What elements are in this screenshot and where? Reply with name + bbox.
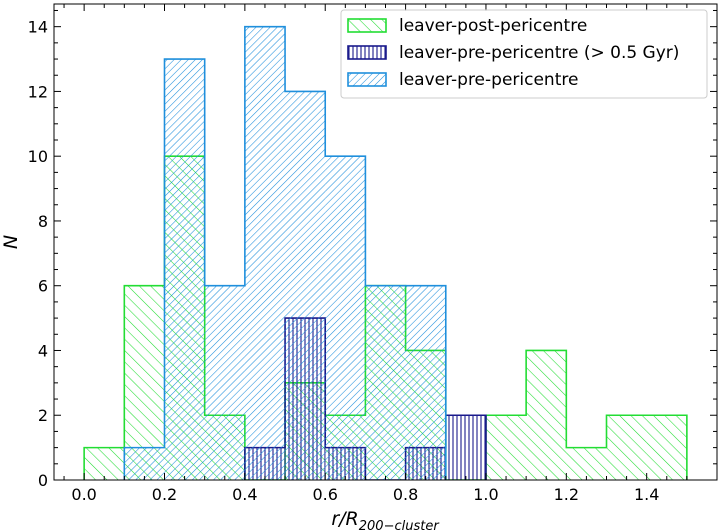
legend-swatch-1 [347, 45, 387, 60]
y-axis: 0 2 4 6 8 10 12 14 [28, 9, 717, 490]
x-axis-label-subscript: 200−cluster [359, 519, 441, 530]
y-tick-label: 8 [38, 212, 48, 231]
legend-label-0: leaver-post-pericentre [399, 16, 587, 36]
bar-series-0-bin-13 [606, 415, 647, 480]
y-tick-label: 12 [28, 82, 48, 101]
x-tick-label: 1.4 [634, 485, 659, 504]
legend-swatch-0 [347, 18, 387, 33]
outline-series-2 [123, 25, 447, 480]
x-tick-label: 1.0 [473, 485, 498, 504]
legend-label-1: leaver-pre-pericentre (> 0.5 Gyr) [399, 43, 679, 63]
y-axis-label: N [0, 235, 22, 249]
bar-series-2-bin-1 [124, 447, 165, 480]
bar-series-2-bin-6 [325, 156, 366, 480]
legend-label-2: leaver-pre-pericentre [399, 70, 578, 90]
x-axis-label-main: r/R [331, 508, 358, 530]
bar-series-0-bin-12 [566, 447, 607, 480]
series-2 [123, 25, 447, 480]
x-tick-label: 1.2 [554, 485, 579, 504]
bar-series-0-bin-0 [84, 447, 125, 480]
bar-series-0-bin-11 [526, 350, 567, 480]
x-tick-label: 0.0 [71, 485, 96, 504]
bar-series-2-bin-2 [164, 59, 205, 480]
bar-series-2-bin-5 [285, 91, 326, 480]
y-tick-label: 14 [28, 18, 48, 37]
legend-swatch-2 [347, 72, 387, 87]
bar-series-2-bin-8 [405, 285, 446, 480]
y-tick-label: 2 [38, 406, 48, 425]
bar-series-2-bin-3 [204, 285, 245, 480]
x-axis: 0.0 0.2 0.4 0.6 0.8 1.0 1.2 1.4 [63, 4, 688, 504]
y-tick-label: 0 [38, 471, 48, 490]
x-tick-label: 0.6 [313, 485, 338, 504]
bar-series-0-bin-10 [485, 415, 527, 480]
y-tick-label: 10 [28, 147, 48, 166]
bar-series-2-bin-4 [244, 26, 286, 480]
bar-series-2-bin-7 [365, 285, 406, 480]
bars-layer [83, 25, 688, 480]
legend: leaver-post-pericentre leaver-pre-pericen… [340, 9, 708, 99]
bar-series-0-bin-14 [646, 415, 687, 480]
x-axis-label: r/R200−cluster [331, 508, 440, 530]
x-tick-label: 0.2 [152, 485, 177, 504]
bar-series-1-bin-9 [445, 415, 486, 480]
x-tick-label: 0.8 [393, 485, 418, 504]
y-tick-label: 4 [38, 341, 48, 360]
y-tick-label: 6 [38, 277, 48, 296]
x-tick-label: 0.4 [232, 485, 257, 504]
legend-frame [340, 9, 708, 99]
